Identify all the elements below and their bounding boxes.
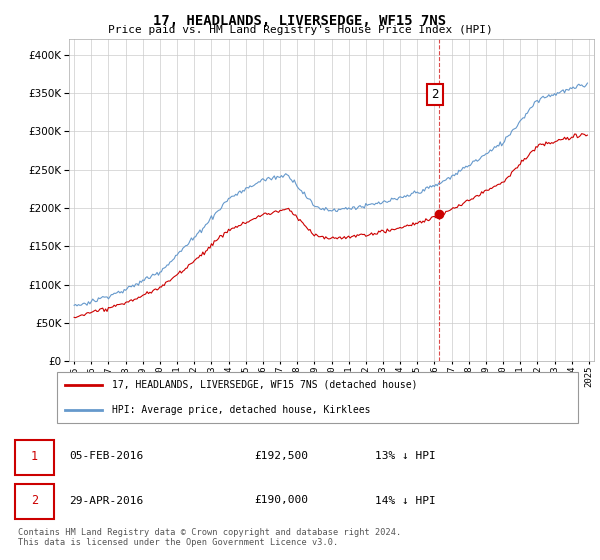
Text: Price paid vs. HM Land Registry's House Price Index (HPI): Price paid vs. HM Land Registry's House … [107, 25, 493, 35]
Text: 14% ↓ HPI: 14% ↓ HPI [375, 496, 436, 506]
FancyBboxPatch shape [15, 484, 54, 519]
FancyBboxPatch shape [56, 372, 578, 423]
Text: Contains HM Land Registry data © Crown copyright and database right 2024.
This d: Contains HM Land Registry data © Crown c… [18, 528, 401, 547]
Text: 13% ↓ HPI: 13% ↓ HPI [375, 451, 436, 461]
Text: HPI: Average price, detached house, Kirklees: HPI: Average price, detached house, Kirk… [112, 405, 371, 416]
Text: 17, HEADLANDS, LIVERSEDGE, WF15 7NS: 17, HEADLANDS, LIVERSEDGE, WF15 7NS [154, 14, 446, 28]
Text: 29-APR-2016: 29-APR-2016 [70, 496, 144, 506]
Text: 2: 2 [31, 494, 38, 507]
Text: 17, HEADLANDS, LIVERSEDGE, WF15 7NS (detached house): 17, HEADLANDS, LIVERSEDGE, WF15 7NS (det… [112, 380, 418, 390]
Text: 05-FEB-2016: 05-FEB-2016 [70, 451, 144, 461]
Text: £190,000: £190,000 [254, 496, 308, 506]
Text: 1: 1 [31, 450, 38, 463]
FancyBboxPatch shape [15, 440, 54, 475]
Text: £192,500: £192,500 [254, 451, 308, 461]
Text: 2: 2 [431, 88, 439, 101]
